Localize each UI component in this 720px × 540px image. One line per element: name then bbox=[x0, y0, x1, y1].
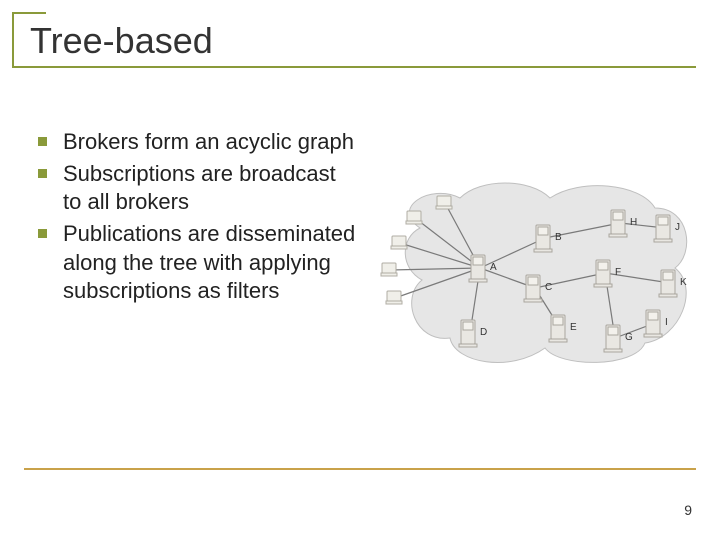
bullet-text: Publications are disseminated along the … bbox=[63, 220, 358, 304]
page-number: 9 bbox=[684, 502, 692, 518]
client-node bbox=[386, 291, 402, 304]
client-node bbox=[436, 196, 452, 209]
node-label: A bbox=[490, 262, 497, 273]
title-corner-rule bbox=[12, 12, 46, 66]
node-label: J bbox=[675, 222, 680, 233]
bullet-marker-icon bbox=[38, 169, 47, 178]
client-node bbox=[391, 236, 407, 249]
slide-title: Tree-based bbox=[30, 20, 696, 62]
bullet-item: Subscriptions are broadcast to all broke… bbox=[38, 160, 358, 216]
node-label: D bbox=[480, 327, 487, 338]
node-label: C bbox=[545, 282, 552, 293]
bullet-item: Publications are disseminated along the … bbox=[38, 220, 358, 304]
network-diagram: A B C D E F G H I J K bbox=[360, 168, 700, 378]
bottom-rule bbox=[24, 468, 696, 470]
client-node bbox=[406, 211, 422, 224]
node-label: E bbox=[570, 322, 577, 333]
title-underline bbox=[12, 66, 696, 68]
bullet-item: Brokers form an acyclic graph bbox=[38, 128, 358, 156]
node-label: F bbox=[615, 267, 621, 278]
bullet-text: Brokers form an acyclic graph bbox=[63, 128, 354, 156]
node-label: G bbox=[625, 332, 633, 343]
node-label: I bbox=[665, 317, 668, 328]
bullet-text: Subscriptions are broadcast to all broke… bbox=[63, 160, 358, 216]
node-label: K bbox=[680, 277, 687, 288]
client-node bbox=[381, 263, 397, 276]
bullet-list-container: Brokers form an acyclic graph Subscripti… bbox=[38, 128, 358, 309]
node-label: B bbox=[555, 232, 562, 243]
bullet-marker-icon bbox=[38, 229, 47, 238]
bullet-marker-icon bbox=[38, 137, 47, 146]
slide: Tree-based Brokers form an acyclic graph… bbox=[0, 0, 720, 540]
node-label: H bbox=[630, 217, 637, 228]
bullet-list: Brokers form an acyclic graph Subscripti… bbox=[38, 128, 358, 305]
